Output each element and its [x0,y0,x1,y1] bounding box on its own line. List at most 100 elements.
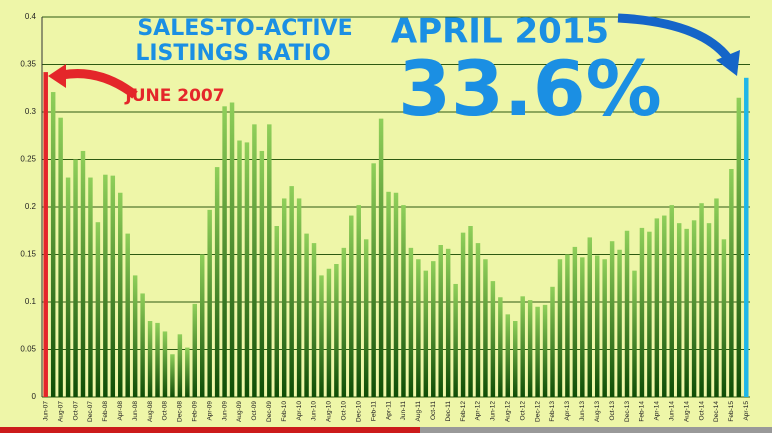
x-tick-label: Apr-15 [743,401,750,421]
x-tick-label: Jun-09 [221,401,228,421]
x-tick-label: Apr-08 [117,401,124,421]
x-tick-label: Oct-08 [162,401,169,421]
bar [587,237,593,397]
x-tick-label: Oct-09 [251,401,258,421]
x-tick-label: Aug-08 [147,401,154,422]
bar [393,192,399,397]
end-arrow [617,13,732,61]
bar [691,220,697,397]
x-tick-label: Oct-07 [72,401,79,421]
end-label: APRIL 2015 [391,12,609,52]
bar [594,255,600,397]
x-tick-label: Jun-08 [132,401,139,421]
bar [110,175,116,397]
x-tick-label: Feb-12 [460,401,467,422]
bar [363,239,369,397]
bar [460,232,466,397]
bar [252,124,257,397]
bar [229,102,235,397]
x-tick-label: Feb-14 [639,401,646,422]
x-tick-label: Aug-14 [683,401,690,422]
x-tick-label: Jun-14 [668,401,675,421]
y-tick-label: 0.4 [25,12,37,21]
bar [498,297,503,397]
y-tick-label: 0.05 [20,345,36,354]
bar [125,233,130,397]
bar [416,259,421,397]
bar [155,322,160,397]
x-tick-label: Apr-12 [475,401,482,421]
bar [624,230,630,397]
bar [326,268,332,397]
x-tick-label: Apr-09 [206,401,213,421]
y-tick-label: 0.25 [20,155,36,164]
x-tick-label: Oct-13 [609,401,616,421]
x-tick-label: Dec-09 [266,401,273,422]
bar [505,314,511,397]
bar [513,321,518,397]
bar [706,223,712,397]
bar [453,283,458,397]
end-value: 33.6% [398,44,662,133]
bar [468,226,473,397]
bar [378,118,384,398]
y-tick-label: 0.2 [25,202,37,211]
bar [662,215,667,397]
bar [401,205,406,397]
bar [609,241,615,397]
bar [65,177,71,397]
bar [371,163,376,397]
bar [199,254,205,397]
x-tick-label: Aug-12 [505,401,512,422]
x-tick-label: Feb-08 [102,401,109,422]
bar [721,239,727,397]
start-arrow [61,69,138,99]
x-tick-label: Apr-10 [296,401,303,421]
x-tick-label: Dec-13 [624,401,631,422]
bar [729,169,734,397]
bar [311,243,317,397]
bar [147,321,153,397]
x-tick-label: Apr-14 [654,401,661,421]
bar [207,209,212,397]
bar [669,205,674,397]
bar [580,257,585,397]
x-tick-label: Dec-07 [87,401,94,422]
x-tick-label: Dec-11 [445,401,452,422]
bar [140,293,145,397]
bar [475,243,481,397]
bar [259,150,265,397]
bar [535,306,540,397]
bar [162,331,168,397]
x-tick-label: Dec-12 [534,401,541,422]
bar [177,334,183,397]
progress-bar[interactable] [0,427,420,433]
bar [244,142,250,397]
bar [289,186,294,397]
end-arrow-head [716,50,740,76]
bar [676,223,682,397]
bar [58,117,63,397]
bar [73,159,78,397]
bar [736,97,742,397]
bar [304,233,309,397]
bar [483,259,488,397]
y-tick-label: 0 [32,392,37,401]
x-tick-label: Jun-13 [579,401,586,421]
bar [319,275,324,397]
bar [95,222,101,397]
y-tick-label: 0.35 [20,60,36,69]
bar [431,261,436,397]
bar [632,270,637,397]
bar [118,192,123,397]
bar [296,198,302,397]
x-tick-label: Aug-09 [236,401,243,422]
bar [408,247,414,397]
x-tick-label: Jun-10 [311,401,318,421]
x-tick-label: Dec-14 [713,401,720,422]
bar [341,247,347,397]
start-label: JUNE 2007 [124,86,224,106]
bar [438,245,443,397]
bar [88,177,93,397]
bar [222,106,227,398]
